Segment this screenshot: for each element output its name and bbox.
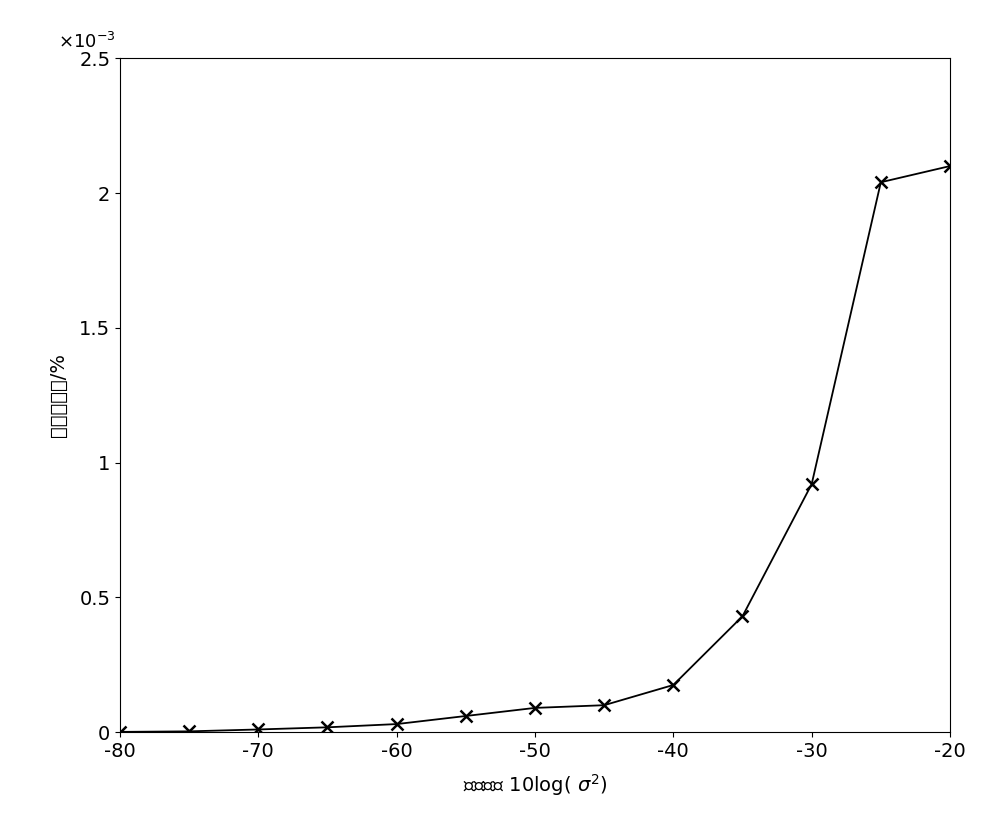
Y-axis label: 误差百分比/%: 误差百分比/% xyxy=(49,354,68,437)
Text: $\times10^{-3}$: $\times10^{-3}$ xyxy=(58,32,115,52)
X-axis label: 噪声水平 10log( $\sigma^2$): 噪声水平 10log( $\sigma^2$) xyxy=(463,772,607,798)
